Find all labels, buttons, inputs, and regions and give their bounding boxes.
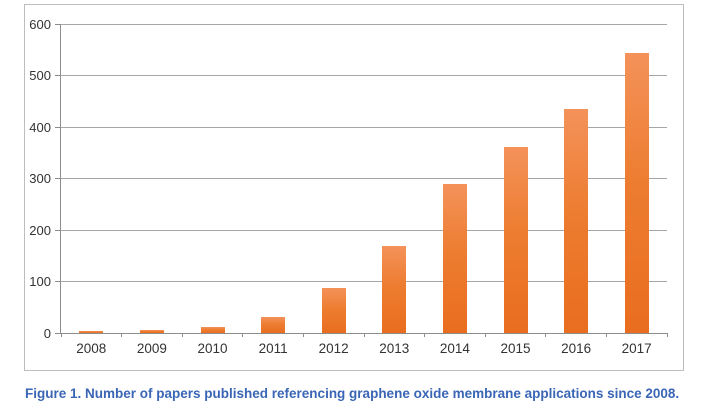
y-axis-label-0: 0 xyxy=(43,325,51,341)
bar-2010 xyxy=(200,326,225,333)
y-axis-label-100: 100 xyxy=(29,274,51,289)
x-axis-tick-5 xyxy=(363,333,365,337)
x-axis-label-2013: 2013 xyxy=(379,341,410,356)
x-axis-label-2012: 2012 xyxy=(318,341,349,356)
y-axis-label-200: 200 xyxy=(29,222,51,238)
x-axis-label-2014: 2014 xyxy=(439,341,470,356)
x-axis-label-2010: 2010 xyxy=(197,341,228,356)
x-axis-tick-10 xyxy=(666,333,668,337)
y-axis-tick-600 xyxy=(55,23,60,25)
figure-caption: Figure 1. Number of papers published ref… xyxy=(25,386,680,401)
y-axis-label-300: 300 xyxy=(29,171,51,186)
x-axis-label-2011: 2011 xyxy=(258,341,288,356)
y-axis-label-500: 500 xyxy=(29,68,51,83)
x-axis-tick-7 xyxy=(484,333,486,337)
x-axis-tick-2 xyxy=(181,333,183,337)
y-axis-tick-300 xyxy=(55,178,60,179)
bar-2015 xyxy=(503,146,528,333)
x-axis-tick-9 xyxy=(605,333,607,337)
y-axis-tick-400 xyxy=(55,126,60,128)
y-axis-tick-100 xyxy=(55,281,60,282)
x-axis-tick-3 xyxy=(242,333,244,337)
gridline-400 xyxy=(61,126,667,128)
gridline-500 xyxy=(61,75,667,76)
gridline-600 xyxy=(61,23,667,25)
y-axis-tick-0 xyxy=(55,332,60,334)
x-axis-label-2017: 2017 xyxy=(621,341,652,356)
x-axis-label-2015: 2015 xyxy=(500,341,531,356)
y-axis-tick-200 xyxy=(55,229,60,231)
bar-2014 xyxy=(442,183,467,333)
chart-area: 0 100 200 300 400 500 600 2008 2009 2010 2011 2012 2… xyxy=(24,4,684,371)
bar-2012 xyxy=(321,288,346,333)
y-axis-tick-500 xyxy=(55,75,60,76)
bar-2013 xyxy=(382,246,407,333)
x-axis-tick-8 xyxy=(545,333,547,337)
y-axis-label-400: 400 xyxy=(29,119,51,135)
x-axis-tick-1 xyxy=(121,333,123,337)
bar-2008 xyxy=(79,331,104,333)
gridline-300 xyxy=(61,178,667,179)
x-axis-label-2009: 2009 xyxy=(136,341,167,356)
y-axis-label-600: 600 xyxy=(29,16,51,32)
x-axis-label-2016: 2016 xyxy=(561,341,592,356)
bar-2016 xyxy=(564,108,589,333)
gridline-100 xyxy=(61,281,667,282)
gridline-200 xyxy=(61,229,667,231)
bar-2017 xyxy=(624,53,649,333)
y-axis-line xyxy=(60,24,61,333)
x-axis-tick-0 xyxy=(60,333,62,337)
x-axis-tick-4 xyxy=(302,333,304,337)
bar-2009 xyxy=(139,329,164,333)
x-axis-tick-6 xyxy=(424,333,426,337)
plot-area: 0 100 200 300 400 500 600 2008 2009 2010 2011 2012 2… xyxy=(29,18,668,356)
x-axis-label-2008: 2008 xyxy=(76,341,107,356)
bar-2011 xyxy=(261,316,286,333)
